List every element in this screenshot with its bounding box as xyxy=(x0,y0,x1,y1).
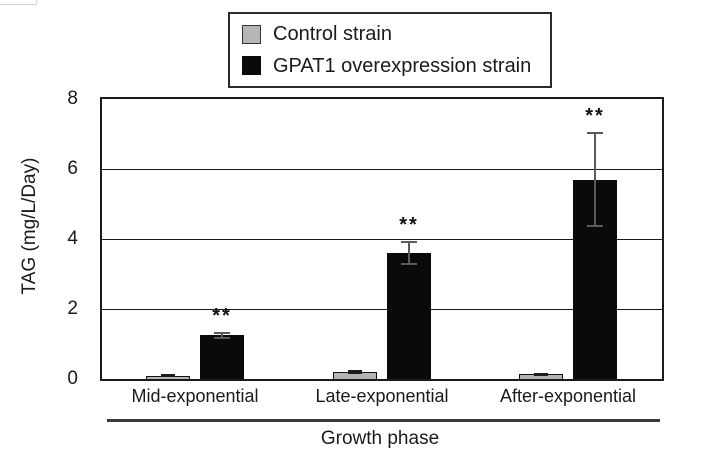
gridline-y2 xyxy=(102,308,662,310)
x-axis-title: Growth phase xyxy=(320,428,440,449)
significance-label: ** xyxy=(212,304,232,327)
error-bar xyxy=(348,369,362,375)
error-bar xyxy=(534,372,548,377)
error-bar xyxy=(214,331,230,339)
gridline-y6 xyxy=(102,168,662,170)
error-bar xyxy=(401,240,417,266)
y-tick-8: 8 xyxy=(67,88,78,109)
significance-label: ** xyxy=(585,105,605,128)
y-tick-2: 2 xyxy=(67,298,78,319)
x-axis-group-line xyxy=(107,419,660,422)
error-stem xyxy=(540,372,542,377)
screenshot-edge-artifact xyxy=(0,0,37,5)
bar-treatment-mid-exponential xyxy=(200,335,244,379)
error-bar xyxy=(161,374,175,377)
error-bar xyxy=(587,132,603,227)
legend-label: Control strain xyxy=(273,23,392,46)
control-swatch xyxy=(242,24,261,44)
x-category-label: After-exponential xyxy=(499,386,637,406)
error-stem xyxy=(221,331,223,339)
legend-label: GPAT1 overexpression strain xyxy=(273,54,532,77)
error-stem xyxy=(594,132,596,227)
legend-item: GPAT1 overexpression strain xyxy=(242,55,550,77)
y-tick-0: 0 xyxy=(67,368,78,389)
x-category-label: Mid-exponential xyxy=(131,386,259,406)
significance-label: ** xyxy=(399,213,419,236)
error-stem xyxy=(408,240,410,266)
gridline-y4 xyxy=(102,238,662,240)
y-axis-title: TAG (mg/L/Day) xyxy=(19,157,40,295)
plot-area: ** ** ** xyxy=(100,97,664,381)
treatment-swatch xyxy=(242,56,261,76)
bar-treatment-late-exponential xyxy=(387,253,431,379)
chart-legend: Control strain GPAT1 overexpression strai… xyxy=(228,12,552,88)
y-tick-4: 4 xyxy=(67,228,78,249)
legend-item: Control strain xyxy=(242,23,550,45)
error-stem xyxy=(167,374,169,377)
y-tick-6: 6 xyxy=(67,158,78,179)
error-stem xyxy=(354,369,356,375)
x-category-label: Late-exponential xyxy=(315,386,449,406)
